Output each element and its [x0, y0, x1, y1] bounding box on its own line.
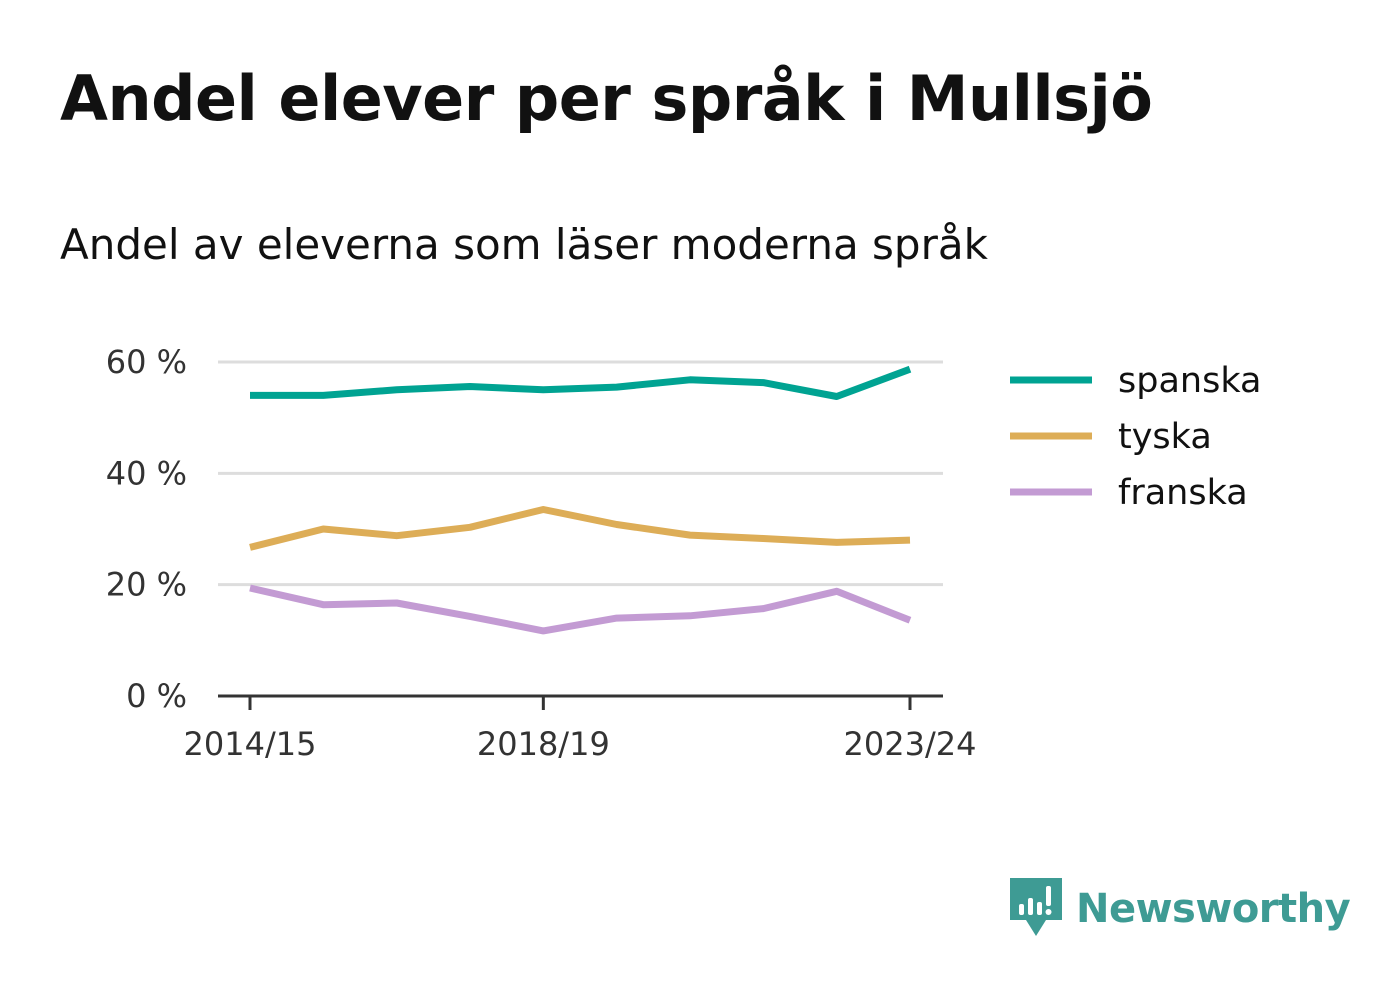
x-tick-label: 2014/15 — [184, 725, 317, 763]
y-tick-label: 0 % — [126, 677, 187, 715]
series-line-franska — [249, 584, 912, 635]
legend-label-franska: franska — [1118, 473, 1248, 513]
series-lines — [249, 365, 912, 635]
series-line-tyska — [249, 506, 911, 551]
y-tick-label: 40 % — [106, 454, 187, 492]
chart-subtitle: Andel av eleverna som läser moderna språ… — [60, 220, 988, 269]
brand-name: Newsworthy — [1076, 886, 1351, 932]
axes: 0 % 20 % 40 % 60 % 2014/15 2018/19 2023/24 — [106, 343, 977, 763]
grid-lines — [218, 360, 943, 587]
x-tick-label: 2018/19 — [477, 725, 610, 763]
newsworthy-logo: Newsworthy — [1010, 878, 1351, 940]
chart-title: Andel elever per språk i Mullsjö — [60, 62, 1153, 135]
legend-label-spanska: spanska — [1118, 361, 1261, 401]
legend-label-tyska: tyska — [1118, 417, 1212, 457]
y-tick-label: 60 % — [106, 343, 187, 381]
legend: spanska tyska franska — [1010, 361, 1261, 513]
x-tick-label: 2023/24 — [844, 725, 977, 763]
y-tick-label: 20 % — [106, 566, 187, 604]
series-line-spanska — [250, 365, 912, 400]
newsworthy-logo-icon — [1010, 878, 1062, 936]
